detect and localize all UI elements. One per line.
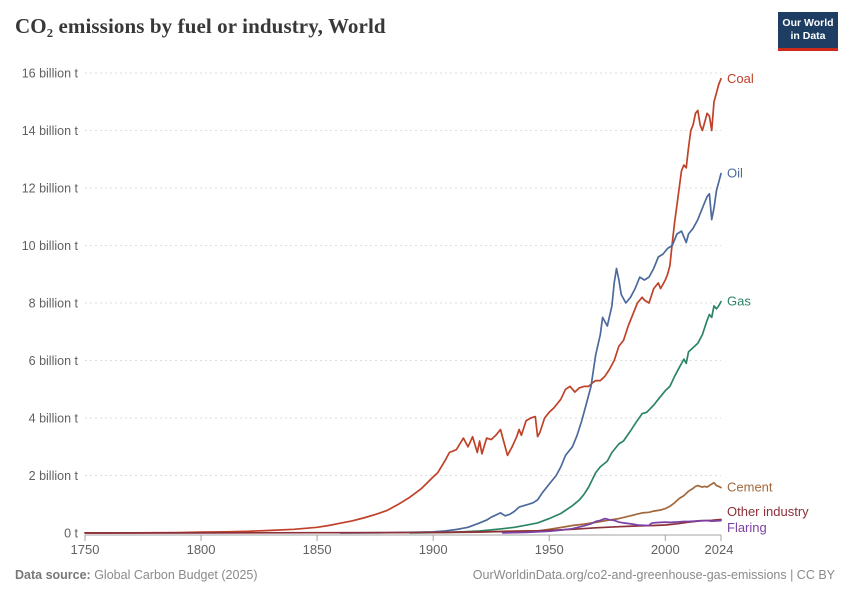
series-line-flaring[interactable] [501,517,722,534]
y-tick-label-0: 0 t [64,527,78,541]
x-tick-label-1900: 1900 [419,542,448,557]
series-label-other-industry[interactable]: Other industry [727,504,809,519]
chart-canvas: 0 t 2 billion t 4 billion t 6 billion t 8 bi… [22,67,809,558]
y-tick-label-8: 8 billion t [29,297,79,311]
data-source-value: Global Carbon Budget (2025) [90,568,258,582]
chart-title: CO₂ emissions by fuel or industry, World [15,14,386,38]
series-label-gas[interactable]: Gas [727,294,751,309]
x-tick-label-1950: 1950 [535,542,564,557]
series-line-coal[interactable] [84,77,722,534]
series-line-cement[interactable] [432,481,722,534]
series-line-other-industry[interactable] [84,518,722,534]
series-line-oil[interactable] [339,172,722,534]
data-source-label: Data source: [15,568,91,582]
y-tick-label-10: 10 billion t [22,239,79,253]
series-label-flaring[interactable]: Flaring [727,520,767,535]
x-tick-label-1850: 1850 [303,542,332,557]
series-label-oil[interactable]: Oil [727,166,743,181]
series-label-cement[interactable]: Cement [727,480,773,495]
y-tick-label-12: 12 billion t [22,182,79,196]
owid-logo-line2: in Data [790,30,826,42]
y-tick-label-14: 14 billion t [22,124,79,138]
x-tick-label-2000: 2000 [651,542,680,557]
series-label-coal[interactable]: Coal [727,71,754,86]
series-line-gas[interactable] [409,300,722,534]
y-tick-label-16: 16 billion t [22,67,79,81]
owid-logo-line1: Our World [782,16,834,29]
x-tick-label-1800: 1800 [187,542,216,557]
x-tick-label-1750: 1750 [71,542,100,557]
y-tick-label-2: 2 billion t [29,469,79,483]
y-tick-label-4: 4 billion t [29,412,79,426]
owid-logo[interactable]: Our World in Data [778,12,838,51]
x-tick-label-2024: 2024 [705,542,734,557]
chart-footer: Data source: Global Carbon Budget (2025)… [15,568,835,582]
credit-link[interactable]: OurWorldinData.org/co2-and-greenhouse-ga… [472,568,835,582]
y-tick-label-6: 6 billion t [29,354,79,368]
data-source: Data source: Global Carbon Budget (2025) [15,568,258,582]
